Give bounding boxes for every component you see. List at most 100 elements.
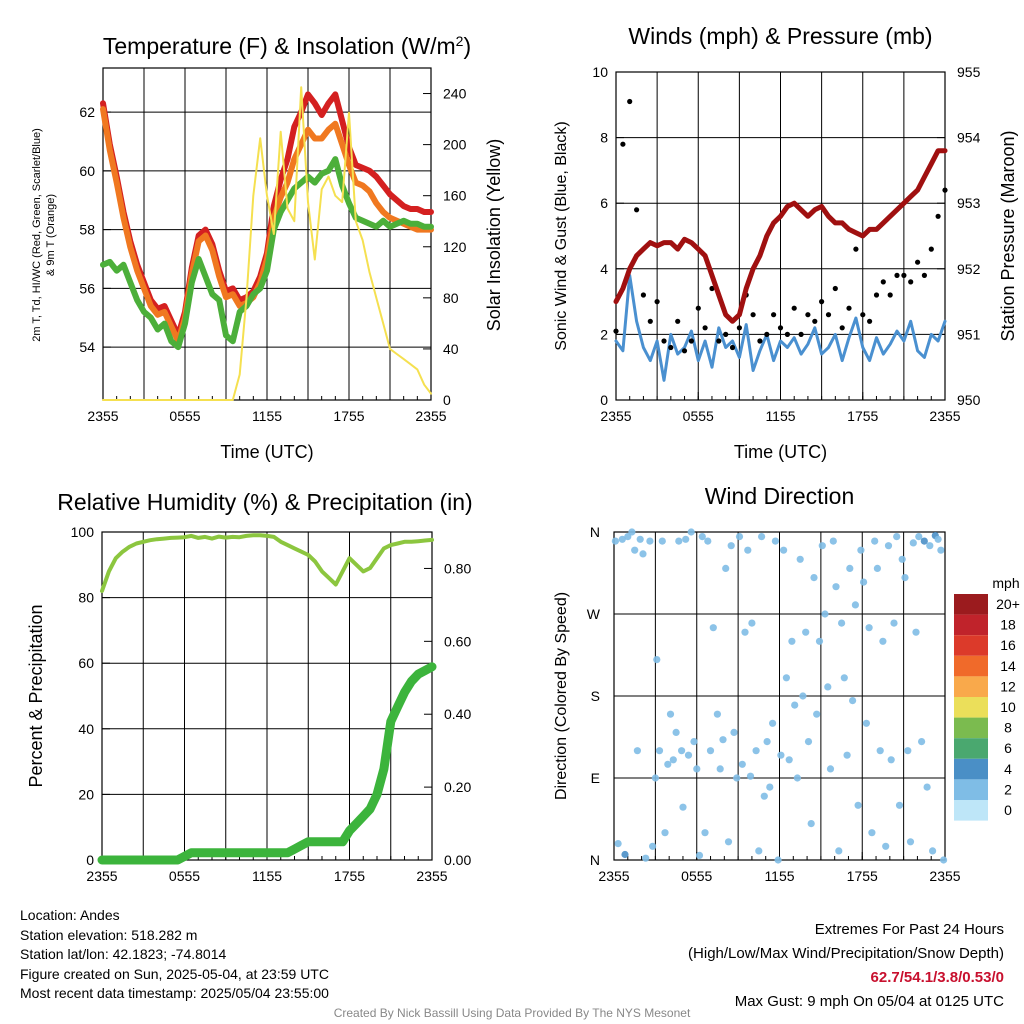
- wind-gust-point: [647, 318, 653, 324]
- wind-ylabel-right: Station Pressure (Maroon): [998, 130, 1018, 341]
- wind-gust-point: [757, 338, 763, 344]
- temp-ylabel-1: 2m T, Td, HI/WC (Red, Green, Scarlet/Blu…: [31, 128, 43, 342]
- temp-series-line: [102, 86, 432, 401]
- rh-ytick-right-label: 0.60: [444, 633, 471, 649]
- wdir-ytick-label: N: [590, 524, 600, 540]
- wind-gust-point: [887, 292, 893, 298]
- temp-ytick-right-label: 120: [443, 239, 467, 255]
- wind-gust-point: [928, 246, 934, 252]
- rh-title: Relative Humidity (%) & Precipitation (i…: [57, 489, 472, 515]
- wdir-point: [810, 574, 818, 582]
- wdir-point: [868, 829, 876, 837]
- wdir-point: [893, 533, 901, 541]
- wdir-point: [785, 756, 793, 764]
- wdir-point: [871, 537, 879, 545]
- wdir-point: [624, 533, 632, 541]
- wind-ytick-label: 4: [600, 261, 608, 277]
- wind-gust-point: [894, 272, 900, 278]
- wdir-point: [873, 564, 882, 573]
- wdir-point: [865, 624, 873, 632]
- wdir-point: [906, 838, 915, 846]
- pressure-line: [613, 148, 948, 324]
- credit-line: Created By Nick Bassill Using Data Provi…: [333, 1006, 691, 1020]
- rh-ylabel: Percent & Precipitation: [26, 604, 46, 787]
- rh-ytick-label: 0: [86, 852, 94, 868]
- wdir-point: [716, 765, 724, 773]
- wdir-point: [799, 692, 807, 700]
- wdir-point: [713, 710, 722, 718]
- wdir-point: [636, 535, 644, 543]
- extremes-panel: Extremes For Past 24 Hours (High/Low/Max…: [688, 918, 1004, 1014]
- wdir-point: [832, 583, 840, 591]
- wind-gust-point: [791, 305, 797, 311]
- wdir-point: [835, 847, 843, 855]
- wind-ytick-label: 10: [592, 64, 608, 80]
- wind-gust-point: [702, 325, 708, 331]
- wdir-point: [879, 637, 887, 645]
- rh-xtick-label: 1755: [334, 868, 365, 884]
- wdir-point: [769, 719, 777, 727]
- wind-gust-point: [853, 246, 859, 252]
- station-info: Location: Andes Station elevation: 518.2…: [20, 906, 329, 1004]
- wdir-point: [661, 829, 669, 837]
- speed-legend-label: 16: [1000, 637, 1016, 653]
- temp-ytick-right-label: 200: [443, 137, 467, 153]
- temp-xtick-label: 2355: [415, 408, 446, 424]
- wind-xtick-label: 1155: [765, 408, 795, 424]
- wind-ytick-right-label: 950: [957, 392, 981, 408]
- temp-xtick-label: 1755: [333, 408, 364, 424]
- wdir-xtick-label: 0555: [681, 868, 712, 884]
- wind-xlabel: Time (UTC): [734, 442, 827, 462]
- wdir-point: [904, 747, 912, 755]
- wind-ylabel: Sonic Wind & Gust (Blue, Black): [553, 121, 570, 350]
- speed-legend-label: 6: [1004, 740, 1012, 756]
- speed-legend-swatch: [954, 738, 988, 759]
- temp-xlabel: Time (UTC): [220, 442, 313, 462]
- wind-gust-point: [819, 299, 825, 305]
- wind-gust-point: [880, 279, 886, 285]
- wind-xtick-label: 2355: [929, 408, 960, 424]
- wdir-point: [763, 738, 771, 746]
- wdir-point: [730, 728, 738, 737]
- wdir-point: [898, 555, 906, 563]
- wdir-point: [826, 765, 835, 773]
- wdir-point: [744, 546, 752, 554]
- wdir-point: [829, 537, 837, 545]
- wind-gust-point: [681, 348, 688, 354]
- wdir-point: [771, 537, 780, 545]
- wind-ytick-right-label: 951: [957, 326, 981, 342]
- wdir-point: [646, 537, 654, 545]
- wdir-point: [846, 564, 854, 573]
- wind-ytick-label: 0: [600, 392, 608, 408]
- rh-ytick-label: 20: [78, 786, 94, 802]
- temp-ytick-label: 60: [79, 163, 95, 179]
- wind-gust-point: [764, 331, 770, 337]
- wdir-point: [722, 564, 730, 573]
- wdir-point: [862, 719, 871, 727]
- temp-ytick-right-label: 80: [443, 290, 459, 306]
- wdir-point: [758, 533, 766, 541]
- recent-timestamp: Most recent data timestamp: 2025/05/04 2…: [20, 985, 329, 1001]
- temp-ytick-label: 54: [79, 339, 95, 355]
- wdir-point: [821, 610, 829, 618]
- wind-ytick-right-label: 953: [957, 195, 981, 211]
- speed-legend-label: 0: [1004, 802, 1012, 818]
- wdir-point: [658, 537, 666, 545]
- temp-ytick-label: 58: [79, 222, 95, 238]
- wdir-point: [727, 542, 735, 550]
- wind-gust-point: [867, 318, 873, 324]
- wdir-point: [796, 555, 804, 563]
- wdir-point: [760, 792, 768, 800]
- wdir-point: [695, 851, 704, 860]
- rh-ytick-right-label: 0.40: [444, 706, 471, 722]
- temp-title-end: ): [463, 33, 471, 59]
- temp-ytick-right-label: 160: [443, 188, 467, 204]
- rh-xtick-label: 0555: [169, 868, 200, 884]
- wdir-point: [813, 710, 821, 718]
- wdir-point: [815, 637, 824, 645]
- wdir-point: [672, 728, 680, 737]
- wdir-point: [651, 774, 660, 782]
- wdir-point: [909, 539, 917, 547]
- wind-gust-point: [935, 213, 941, 219]
- wdir-ylabel: Direction (Colored By Speed): [553, 592, 570, 800]
